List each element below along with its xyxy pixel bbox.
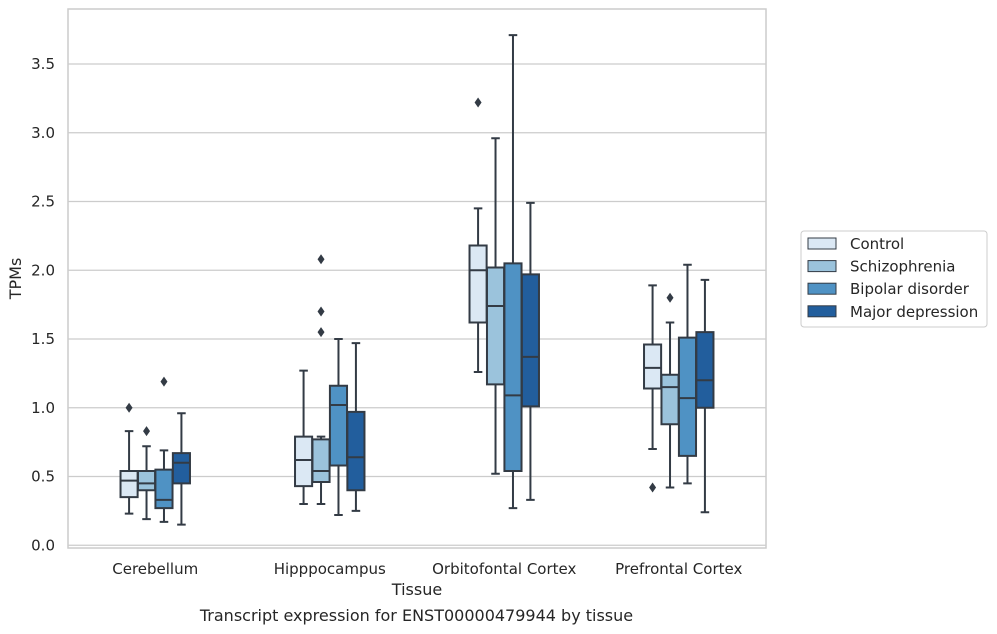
y-axis-label: TPMs bbox=[6, 258, 25, 301]
box-iqr bbox=[311, 438, 331, 483]
x-tick-label: Cerebellum bbox=[112, 560, 198, 578]
outlier-point bbox=[666, 292, 674, 303]
box-iqr bbox=[294, 435, 314, 488]
box-iqr bbox=[171, 452, 191, 485]
x-axis-label: Tissue bbox=[391, 580, 442, 599]
x-tick-label: Prefrontal Cortex bbox=[615, 560, 742, 578]
outlier-point bbox=[160, 376, 168, 387]
box-1-3 bbox=[346, 342, 366, 512]
y-tick-label: 1.0 bbox=[31, 399, 55, 417]
box-2-1 bbox=[485, 137, 506, 475]
box-3-3 bbox=[695, 278, 715, 514]
box-iqr bbox=[154, 468, 174, 510]
box-iqr bbox=[468, 244, 488, 324]
y-tick-label: 0.5 bbox=[31, 468, 55, 486]
box-2-3 bbox=[520, 201, 540, 501]
outlier-point bbox=[317, 306, 325, 317]
legend-item: Schizophrenia bbox=[807, 258, 955, 276]
y-tick-label: 1.5 bbox=[31, 330, 55, 348]
legend-label: Major depression bbox=[850, 303, 978, 321]
box-iqr bbox=[643, 343, 663, 390]
box-iqr bbox=[503, 262, 523, 472]
legend-item: Major depression bbox=[807, 303, 978, 321]
box-iqr bbox=[346, 410, 366, 492]
box-iqr bbox=[660, 373, 680, 426]
plot-area bbox=[67, 8, 767, 549]
legend-label: Bipolar disorder bbox=[850, 280, 970, 298]
box-iqr bbox=[328, 384, 349, 467]
legend-item: Bipolar disorder bbox=[807, 280, 970, 298]
legend-swatch bbox=[807, 305, 837, 318]
box-1-0 bbox=[294, 369, 314, 505]
x-tick-label: Orbitofontal Cortex bbox=[432, 560, 576, 578]
legend-frame bbox=[800, 230, 988, 328]
box-iqr bbox=[677, 336, 698, 457]
y-tick-labels: 0.0 0.5 1.0 1.5 2.0 2.5 3.0 3.5 bbox=[31, 55, 55, 554]
outlier-point bbox=[474, 97, 482, 108]
box-3-1 bbox=[660, 292, 680, 489]
outlier-point bbox=[317, 254, 325, 265]
box-2-0 bbox=[468, 97, 488, 373]
y-tick-label: 0.0 bbox=[31, 536, 55, 554]
box-0-2 bbox=[154, 376, 174, 523]
y-tick-label: 3.0 bbox=[31, 124, 55, 142]
outlier-point bbox=[317, 327, 325, 338]
legend-item: Control bbox=[807, 235, 904, 253]
legend-label: Schizophrenia bbox=[850, 258, 955, 276]
outlier-point bbox=[143, 426, 151, 437]
box-3-0 bbox=[643, 284, 663, 493]
y-tick-label: 2.0 bbox=[31, 261, 55, 279]
box-1-1 bbox=[311, 254, 331, 505]
box-iqr bbox=[136, 470, 157, 492]
box-0-0 bbox=[119, 402, 139, 515]
y-tick-label: 3.5 bbox=[31, 55, 55, 73]
legend-label: Control bbox=[850, 235, 904, 253]
box-0-3 bbox=[171, 412, 191, 526]
box-3-2 bbox=[677, 263, 698, 485]
outlier-point bbox=[125, 402, 133, 413]
legend-swatch bbox=[807, 282, 837, 295]
outlier-point bbox=[649, 482, 657, 493]
box-2-2 bbox=[503, 34, 523, 510]
x-tick-labels: Cerebellum Hipppocampus Orbitofontal Corte… bbox=[112, 560, 742, 578]
legend: Control Schizophrenia Bipolar disorder Majo… bbox=[800, 230, 988, 328]
legend-swatch bbox=[807, 237, 837, 250]
x-tick-label: Hipppocampus bbox=[274, 560, 386, 578]
box-iqr bbox=[485, 266, 506, 386]
legend-swatch bbox=[807, 260, 837, 273]
box-iqr bbox=[695, 331, 715, 409]
y-tick-label: 2.5 bbox=[31, 193, 55, 211]
box-iqr bbox=[520, 273, 540, 408]
box-1-2 bbox=[328, 338, 349, 516]
boxes bbox=[119, 34, 715, 526]
chart-caption: Transcript expression for ENST0000047994… bbox=[199, 606, 634, 625]
box-0-1 bbox=[136, 426, 157, 521]
box-iqr bbox=[119, 470, 139, 499]
